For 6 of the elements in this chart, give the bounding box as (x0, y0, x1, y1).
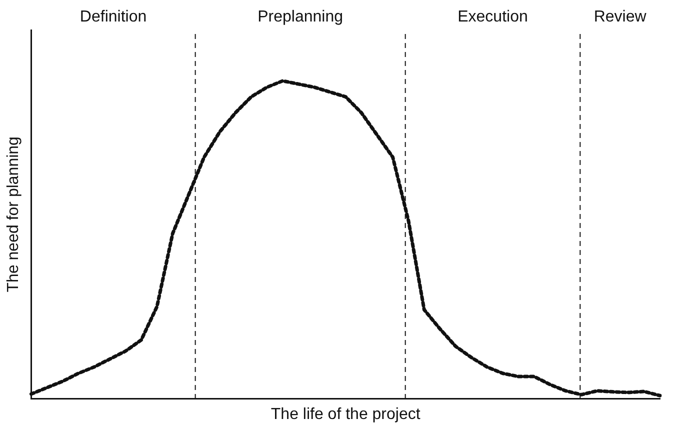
y-axis-title: The need for planning (5, 136, 22, 292)
text: Preplanning (258, 8, 344, 26)
text: Review (594, 8, 647, 26)
text: Definition (80, 8, 147, 26)
text: Execution (458, 8, 528, 26)
x-axis-title: The life of the project (270, 406, 421, 423)
